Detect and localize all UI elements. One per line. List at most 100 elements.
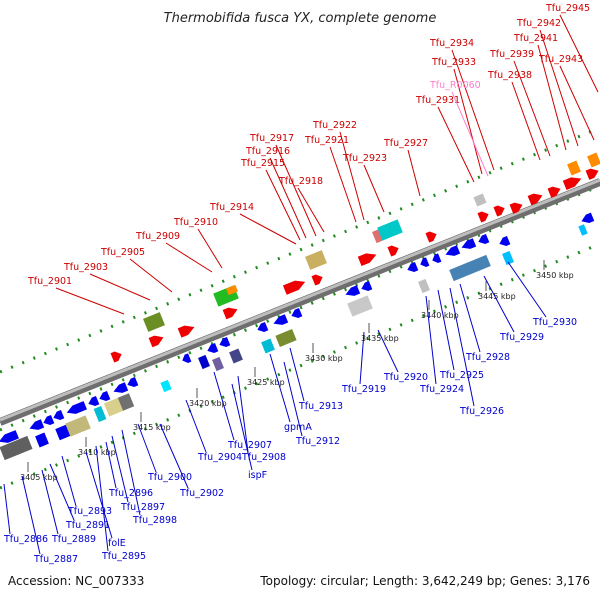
gene-label-tfu-2913[interactable]: Tfu_2913	[298, 401, 343, 412]
reverse-gene-arrow	[29, 419, 45, 430]
leader-line	[185, 399, 207, 453]
feature-box-cyan	[578, 224, 588, 236]
leader-line	[513, 60, 551, 157]
gene-label-tfu-2938[interactable]: Tfu_2938	[487, 70, 532, 81]
reverse-gene-arrow	[478, 233, 490, 244]
leader-line	[237, 375, 249, 453]
genome-backbone-highlight	[0, 178, 600, 422]
gene-label-tfu-2923[interactable]: Tfu_2923	[342, 153, 387, 164]
forward-gene-arrow	[222, 307, 238, 320]
leader-line	[3, 483, 11, 535]
reverse-gene-box	[198, 354, 210, 370]
gene-label-tfu-2909[interactable]: Tfu_2909	[135, 231, 180, 242]
gene-label-tfu-2905[interactable]: Tfu_2905	[100, 247, 145, 258]
gene-label-tfu-2886[interactable]: Tfu_2886	[3, 534, 48, 545]
gene-label-tfu-2907[interactable]: Tfu_2907	[227, 440, 272, 451]
gene-label-tfu-2916[interactable]: Tfu_2916	[245, 146, 290, 157]
gene-label-tfu-2941[interactable]: Tfu_2941	[513, 33, 558, 44]
gene-label-tfu-2928[interactable]: Tfu_2928	[465, 352, 510, 363]
gene-label-tfu-2934[interactable]: Tfu_2934	[429, 38, 474, 49]
forward-gene-arrow	[527, 193, 543, 206]
gene-label-tfu-2925[interactable]: Tfu_2925	[439, 370, 484, 381]
gene-label-tfu-2901[interactable]: Tfu_2901	[27, 276, 72, 287]
gene-label-tfu-2945[interactable]: Tfu_2945	[545, 3, 590, 14]
gene-label-tfu-r0060[interactable]: Tfu_R0060	[429, 80, 481, 91]
gene-label-tfu-2891[interactable]: Tfu_2891	[65, 520, 110, 531]
leader-line	[165, 242, 213, 273]
gene-label-tfu-2927[interactable]: Tfu_2927	[383, 138, 428, 149]
gene-label-tfu-2931[interactable]: Tfu_2931	[415, 95, 460, 106]
reverse-gene-arrow	[291, 307, 303, 318]
gene-label-tfu-2939[interactable]: Tfu_2939	[489, 49, 534, 60]
leader-line	[111, 435, 129, 503]
leader-line	[511, 81, 541, 161]
tick-label: 3415 kbp	[133, 423, 171, 432]
reverse-gene-arrow	[113, 382, 129, 393]
leader-line	[507, 261, 547, 318]
gene-label-tfu-2904[interactable]: Tfu_2904	[197, 452, 242, 463]
leader-line	[269, 353, 291, 423]
feature-box-tan	[103, 397, 125, 417]
gene-label-tfu-2903[interactable]: Tfu_2903	[63, 262, 108, 273]
gene-label-tfu-2929[interactable]: Tfu_2929	[499, 332, 544, 343]
gene-label-tfu-2910[interactable]: Tfu_2910	[173, 217, 218, 228]
gene-label-tfu-2918[interactable]: Tfu_2918	[278, 176, 323, 187]
gene-label-tfu-2924[interactable]: Tfu_2924	[419, 384, 464, 395]
forward-gene-arrow	[357, 253, 377, 267]
feature-box-orange	[587, 152, 600, 168]
gene-label-tfu-2915[interactable]: Tfu_2915	[240, 158, 285, 169]
leader-line	[55, 287, 125, 315]
reverse-gene-arrow	[581, 212, 595, 223]
gene-label-tfu-2897[interactable]: Tfu_2897	[120, 502, 165, 513]
gene-label-tfu-2920[interactable]: Tfu_2920	[383, 372, 428, 383]
reverse-gene-arrow	[257, 321, 269, 332]
gene-label-ispf[interactable]: ispF	[248, 470, 267, 481]
leader-line	[41, 469, 59, 535]
leader-line	[363, 164, 385, 213]
gene-label-tfu-2919[interactable]: Tfu_2919	[341, 384, 386, 395]
gene-label-tfu-2898[interactable]: Tfu_2898	[132, 515, 177, 526]
gene-label-gpma[interactable]: gpmA	[284, 422, 312, 433]
leader-line	[265, 169, 301, 241]
leader-line	[197, 228, 223, 269]
forward-gene-arrow	[477, 211, 489, 223]
leader-line	[339, 131, 365, 221]
gene-label-tfu-2902[interactable]: Tfu_2902	[179, 488, 224, 499]
leader-line	[459, 283, 481, 353]
feature-box-cyan	[93, 406, 107, 422]
gene-label-tfu-2896[interactable]: Tfu_2896	[108, 488, 153, 499]
gene-label-tfu-2887[interactable]: Tfu_2887	[33, 554, 78, 565]
gene-labels: Tfu_2901 Tfu_2903 Tfu_2905 Tfu_2909 Tfu_2910…	[3, 3, 599, 565]
gene-label-tfu-2889[interactable]: Tfu_2889	[51, 534, 96, 545]
gene-label-fole[interactable]: folE	[108, 538, 126, 549]
leader-line	[61, 455, 77, 507]
reverse-gene-arrow	[273, 314, 289, 325]
gene-label-tfu-2921[interactable]: Tfu_2921	[304, 135, 349, 146]
gene-label-tfu-2943[interactable]: Tfu_2943	[538, 54, 583, 65]
reverse-gene-arrow	[207, 342, 219, 353]
gene-label-tfu-2922[interactable]: Tfu_2922	[312, 120, 357, 131]
gene-label-tfu-2914[interactable]: Tfu_2914	[209, 202, 254, 213]
leader-line	[21, 475, 41, 555]
gene-label-tfu-2912[interactable]: Tfu_2912	[295, 436, 340, 447]
leader-line	[451, 91, 489, 177]
gene-label-tfu-2942[interactable]: Tfu_2942	[516, 18, 561, 29]
gene-label-tfu-2900[interactable]: Tfu_2900	[147, 472, 192, 483]
forward-gene-arrow	[509, 202, 523, 214]
leader-line	[539, 29, 579, 147]
gene-label-tfu-2926[interactable]: Tfu_2926	[459, 406, 504, 417]
gene-label-tfu-2917[interactable]: Tfu_2917	[249, 133, 294, 144]
leader-line	[95, 445, 109, 552]
feature-box-cyan	[261, 338, 275, 354]
reverse-gene-arrow	[43, 414, 55, 425]
reverse-gene-arrow	[499, 235, 511, 246]
reverse-gene-arrow	[53, 409, 65, 420]
gene-label-tfu-2930[interactable]: Tfu_2930	[532, 317, 577, 328]
genome-backbone	[0, 178, 600, 426]
gene-label-tfu-2895[interactable]: Tfu_2895	[101, 551, 146, 562]
gene-label-tfu-2908[interactable]: Tfu_2908	[241, 452, 286, 463]
gene-label-tfu-2893[interactable]: Tfu_2893	[67, 506, 112, 517]
leader-line	[437, 289, 455, 371]
gene-label-tfu-2933[interactable]: Tfu_2933	[431, 57, 476, 68]
